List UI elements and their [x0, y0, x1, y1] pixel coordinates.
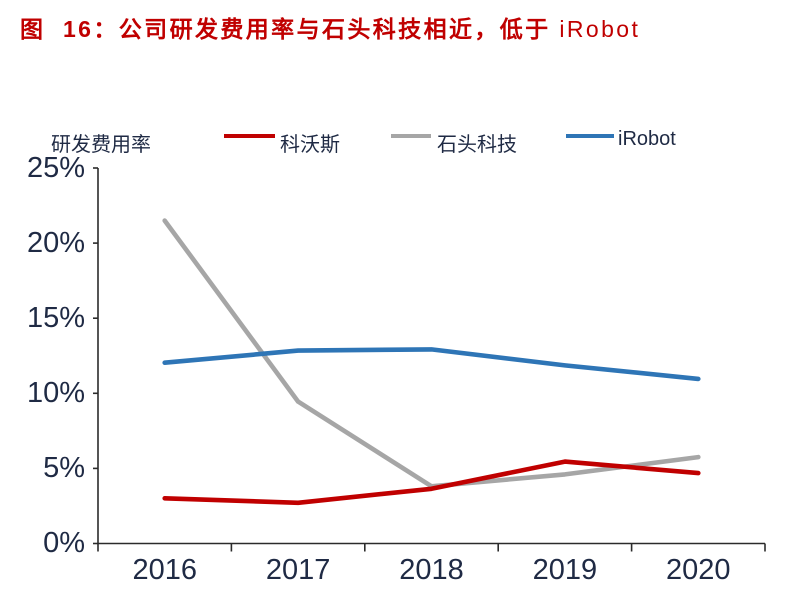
svg-text:20%: 20%	[27, 227, 85, 259]
svg-text:15%: 15%	[27, 302, 85, 334]
svg-text:2019: 2019	[533, 554, 598, 586]
svg-text:2017: 2017	[266, 554, 331, 586]
svg-text:0%: 0%	[43, 527, 85, 559]
svg-text:2018: 2018	[399, 554, 464, 586]
svg-text:25%: 25%	[27, 152, 85, 184]
svg-text:5%: 5%	[43, 452, 85, 484]
svg-text:2016: 2016	[132, 554, 197, 586]
svg-text:10%: 10%	[27, 377, 85, 409]
svg-text:2020: 2020	[666, 554, 731, 586]
